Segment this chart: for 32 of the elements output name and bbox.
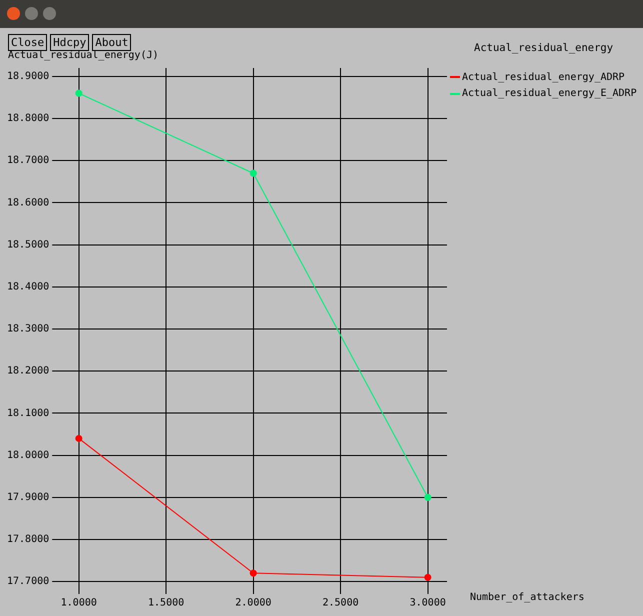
y-tick-label: 18.0000 bbox=[6, 450, 50, 461]
x-tick-label: 2.0000 bbox=[235, 598, 272, 609]
y-tick-label: 17.7000 bbox=[6, 576, 50, 588]
y-tick-label: 18.5000 bbox=[6, 239, 50, 250]
x-tick-label: 1.5000 bbox=[148, 598, 184, 609]
text: Actual_residual_energy bbox=[474, 42, 614, 54]
text: Hdcpy bbox=[50, 34, 90, 51]
y-tick-label: 18.2000 bbox=[6, 366, 50, 377]
legend-label: Actual_residual_energy_ADRP bbox=[462, 72, 625, 82]
x-tick-label: 3.0000 bbox=[410, 598, 446, 609]
y-tick-label: 18.4000 bbox=[6, 281, 50, 292]
y-tick-label: 18.8000 bbox=[6, 113, 50, 124]
point bbox=[250, 570, 257, 577]
point bbox=[75, 434, 82, 442]
y-tick-label: 18.7000 bbox=[6, 155, 50, 166]
y-tick-label: 18.3000 bbox=[6, 324, 50, 335]
point bbox=[424, 494, 432, 501]
text: Close bbox=[8, 34, 48, 51]
point bbox=[75, 90, 82, 97]
point bbox=[424, 574, 432, 581]
legend-label: Actual_residual_energy_E_ADRP bbox=[462, 88, 637, 99]
point bbox=[250, 170, 257, 177]
y-tick-label: 17.9000 bbox=[6, 492, 50, 503]
x-axis-title: Number_of_attackers bbox=[470, 592, 584, 603]
x-tick-label: 2.5000 bbox=[322, 598, 359, 609]
y-tick-label: 18.9000 bbox=[6, 71, 50, 82]
text: About bbox=[92, 34, 132, 51]
y-tick-label: 18.1000 bbox=[6, 408, 50, 419]
y-tick-label: 18.6000 bbox=[6, 197, 50, 208]
y-axis-title: Actual_residual_energy(J) bbox=[8, 50, 159, 61]
x-tick-label: 1.0000 bbox=[60, 598, 97, 609]
y-tick-label: 17.8000 bbox=[6, 534, 50, 546]
